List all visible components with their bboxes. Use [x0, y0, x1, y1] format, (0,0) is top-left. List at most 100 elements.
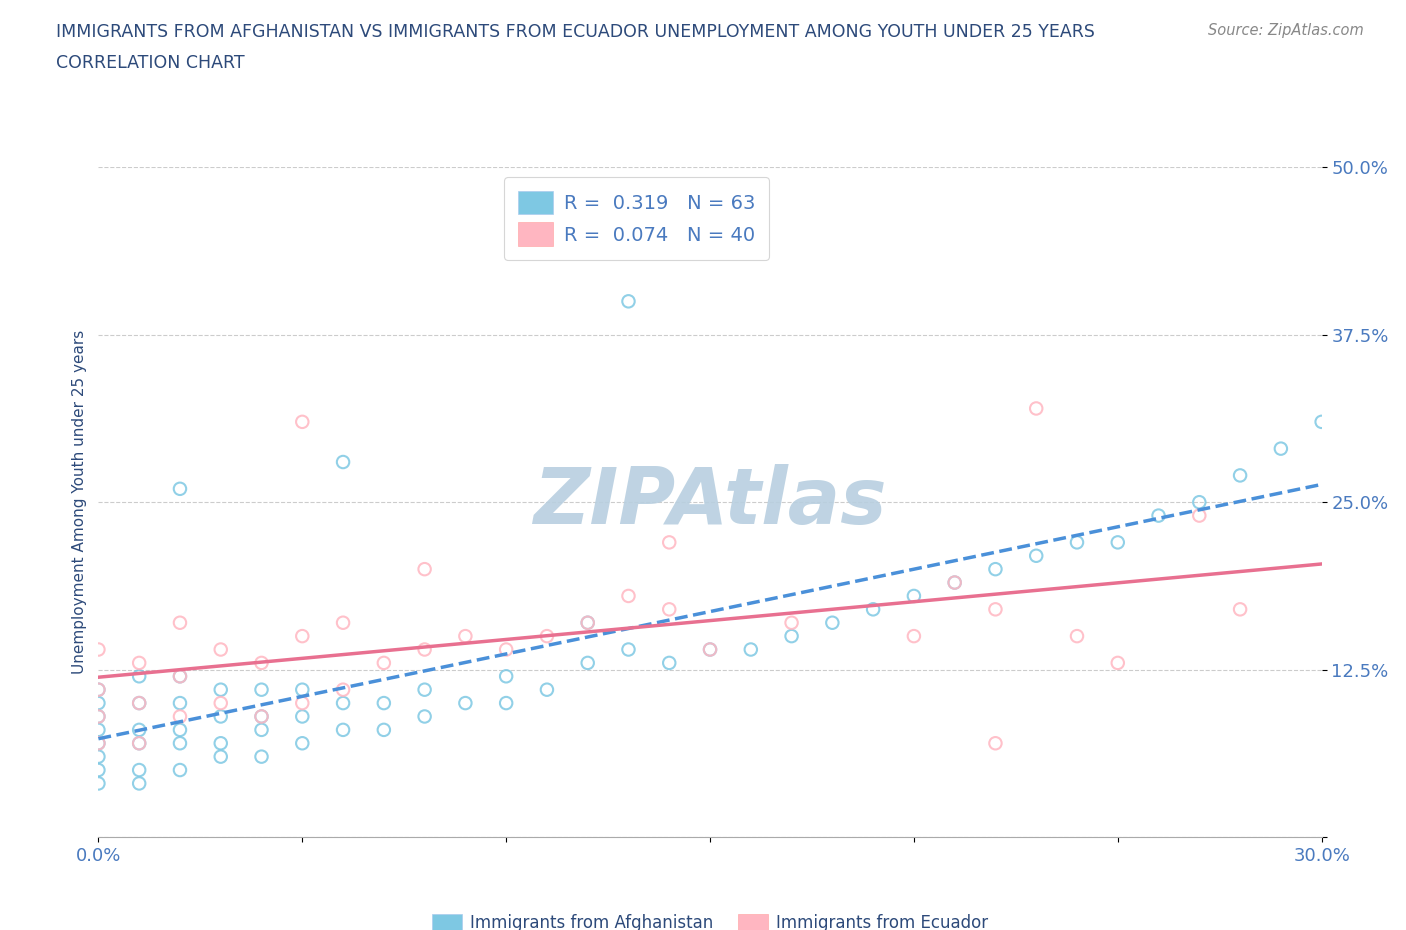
Point	[250, 723, 273, 737]
Point	[1025, 549, 1047, 564]
Point	[291, 709, 314, 724]
Point	[1188, 495, 1211, 510]
Point	[1107, 656, 1129, 671]
Point	[209, 696, 232, 711]
Point	[576, 656, 599, 671]
Point	[658, 535, 681, 550]
Point	[250, 656, 273, 671]
Point	[1310, 415, 1333, 430]
Point	[209, 642, 232, 657]
Point	[658, 602, 681, 617]
Point	[617, 294, 640, 309]
Point	[495, 696, 517, 711]
Point	[332, 616, 354, 631]
Point	[87, 709, 110, 724]
Point	[291, 415, 314, 430]
Point	[495, 669, 517, 684]
Point	[780, 616, 803, 631]
Point	[332, 455, 354, 470]
Point	[903, 629, 925, 644]
Text: Source: ZipAtlas.com: Source: ZipAtlas.com	[1208, 23, 1364, 38]
Point	[128, 776, 150, 790]
Point	[128, 723, 150, 737]
Point	[291, 629, 314, 644]
Point	[373, 656, 395, 671]
Point	[1229, 602, 1251, 617]
Point	[209, 683, 232, 698]
Point	[169, 616, 191, 631]
Point	[169, 696, 191, 711]
Point	[780, 629, 803, 644]
Point	[1107, 535, 1129, 550]
Point	[617, 642, 640, 657]
Point	[1066, 629, 1088, 644]
Point	[250, 750, 273, 764]
Point	[1025, 401, 1047, 416]
Point	[454, 629, 477, 644]
Point	[169, 709, 191, 724]
Y-axis label: Unemployment Among Youth under 25 years: Unemployment Among Youth under 25 years	[72, 330, 87, 674]
Point	[209, 736, 232, 751]
Point	[413, 562, 436, 577]
Point	[1147, 508, 1170, 523]
Point	[1229, 468, 1251, 483]
Point	[128, 696, 150, 711]
Point	[373, 696, 395, 711]
Point	[250, 709, 273, 724]
Point	[169, 669, 191, 684]
Text: CORRELATION CHART: CORRELATION CHART	[56, 54, 245, 72]
Point	[454, 696, 477, 711]
Point	[128, 736, 150, 751]
Point	[87, 709, 110, 724]
Point	[209, 709, 232, 724]
Point	[169, 669, 191, 684]
Point	[87, 736, 110, 751]
Point	[984, 602, 1007, 617]
Point	[250, 683, 273, 698]
Point	[87, 763, 110, 777]
Point	[209, 750, 232, 764]
Point	[128, 696, 150, 711]
Point	[536, 683, 558, 698]
Text: ZIPAtlas: ZIPAtlas	[533, 464, 887, 540]
Point	[128, 669, 150, 684]
Point	[291, 696, 314, 711]
Point	[250, 709, 273, 724]
Point	[169, 723, 191, 737]
Point	[169, 736, 191, 751]
Point	[87, 723, 110, 737]
Point	[87, 683, 110, 698]
Point	[536, 629, 558, 644]
Text: IMMIGRANTS FROM AFGHANISTAN VS IMMIGRANTS FROM ECUADOR UNEMPLOYMENT AMONG YOUTH : IMMIGRANTS FROM AFGHANISTAN VS IMMIGRANT…	[56, 23, 1095, 41]
Point	[413, 642, 436, 657]
Point	[740, 642, 762, 657]
Point	[413, 683, 436, 698]
Point	[984, 736, 1007, 751]
Point	[413, 709, 436, 724]
Point	[495, 642, 517, 657]
Point	[332, 683, 354, 698]
Point	[169, 763, 191, 777]
Point	[576, 616, 599, 631]
Point	[1066, 535, 1088, 550]
Point	[169, 482, 191, 497]
Point	[699, 642, 721, 657]
Point	[984, 562, 1007, 577]
Point	[943, 575, 966, 590]
Point	[821, 616, 844, 631]
Point	[332, 723, 354, 737]
Point	[291, 683, 314, 698]
Legend: Immigrants from Afghanistan, Immigrants from Ecuador: Immigrants from Afghanistan, Immigrants …	[423, 906, 997, 930]
Point	[87, 683, 110, 698]
Point	[128, 736, 150, 751]
Point	[87, 736, 110, 751]
Point	[332, 696, 354, 711]
Point	[617, 589, 640, 604]
Point	[699, 642, 721, 657]
Point	[373, 723, 395, 737]
Point	[87, 776, 110, 790]
Point	[576, 616, 599, 631]
Point	[943, 575, 966, 590]
Point	[1270, 441, 1292, 456]
Point	[87, 696, 110, 711]
